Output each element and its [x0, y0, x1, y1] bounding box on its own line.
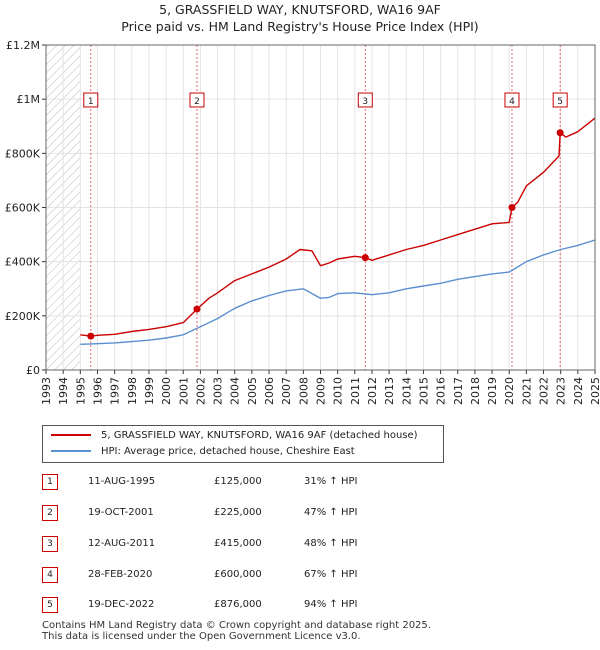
footer-copyright: Contains HM Land Registry data © Crown c…	[42, 620, 431, 631]
sale-hpi-change: 67% ↑ HPI	[304, 569, 358, 580]
x-tick-label: 1996	[91, 377, 104, 405]
legend-swatch-hpi	[51, 450, 91, 452]
x-tick-label: 2013	[383, 377, 396, 405]
sale-row: 5 19-DEC-2022 £876,000 94% ↑ HPI	[42, 597, 462, 613]
x-tick-label: 2004	[229, 377, 242, 405]
sale-marker-label: 5	[557, 97, 563, 107]
hpi-line	[80, 239, 596, 345]
sale-point	[556, 129, 564, 137]
y-tick-label: £400K	[5, 256, 41, 269]
y-tick-label: £0	[26, 364, 40, 377]
x-tick-label: 2021	[520, 377, 533, 405]
sale-point	[361, 254, 369, 262]
price-chart: 1 2 3 4 5 1993 1994 1995 1996 1997 1998 1999 2000 20…	[5, 39, 600, 405]
x-tick-label: 2016	[435, 377, 448, 405]
sale-hpi-change: 47% ↑ HPI	[304, 507, 358, 518]
plot-frame	[45, 44, 596, 371]
x-tick-label: 2007	[280, 377, 293, 405]
sale-price: £415,000	[214, 538, 262, 549]
sale-row: 2 19-OCT-2001 £225,000 47% ↑ HPI	[42, 505, 462, 521]
legend-swatch-property	[51, 434, 91, 436]
sale-date: 28-FEB-2020	[88, 569, 153, 580]
x-tick-label: 2003	[212, 377, 225, 405]
x-tick-label: 2012	[366, 377, 379, 405]
x-tick-label: 1999	[143, 377, 156, 405]
sale-date: 19-OCT-2001	[88, 507, 154, 518]
sale-date: 11-AUG-1995	[88, 476, 156, 487]
sale-marker-box	[357, 92, 373, 108]
sale-marker-label: 1	[88, 97, 94, 107]
x-tick-label: 2008	[297, 377, 310, 405]
x-tick-label: 2023	[555, 377, 568, 405]
sale-number-badge: 2	[42, 505, 58, 521]
x-tick-label: 2015	[417, 377, 430, 405]
sale-point	[508, 204, 516, 211]
sale-number-badge: 4	[42, 567, 58, 583]
chart-title: 5, GRASSFIELD WAY, KNUTSFORD, WA16 9AF	[159, 2, 441, 17]
sale-marker-box	[504, 92, 520, 108]
y-tick-label: £800K	[5, 147, 41, 160]
legend-item-hpi: HPI: Average price, detached house, Ches…	[51, 445, 355, 459]
y-tick-label: £600K	[5, 202, 41, 215]
sale-marker-label: 2	[194, 97, 200, 107]
sale-number-badge: 1	[42, 474, 58, 490]
legend-item-property: 5, GRASSFIELD WAY, KNUTSFORD, WA16 9AF (…	[51, 429, 418, 443]
sale-hpi-change: 48% ↑ HPI	[304, 538, 358, 549]
x-tick-label: 2017	[452, 377, 465, 405]
sale-date: 19-DEC-2022	[88, 599, 155, 610]
x-tick-label: 2006	[263, 377, 276, 405]
x-tick-label: 2022	[538, 377, 551, 405]
sale-date: 12-AUG-2011	[88, 538, 156, 549]
sale-marker-box	[189, 92, 205, 108]
sale-row: 3 12-AUG-2011 £415,000 48% ↑ HPI	[42, 536, 462, 552]
sale-number-badge: 5	[42, 597, 58, 613]
x-tick-label: 2018	[469, 377, 482, 405]
y-tick-label: £1.2M	[6, 39, 40, 52]
x-tick-label: 2010	[332, 377, 345, 405]
x-tick-label: 2020	[503, 377, 516, 405]
x-tick-label: 2002	[194, 377, 207, 405]
x-tick-label: 2011	[349, 377, 362, 405]
legend: 5, GRASSFIELD WAY, KNUTSFORD, WA16 9AF (…	[42, 425, 444, 463]
property-price-line	[80, 117, 596, 337]
sale-row: 4 28-FEB-2020 £600,000 67% ↑ HPI	[42, 567, 462, 583]
x-tick-label: 1997	[109, 377, 122, 405]
x-tick-label: 1998	[126, 377, 139, 405]
legend-label-hpi: HPI: Average price, detached house, Ches…	[101, 446, 355, 457]
sale-hpi-change: 94% ↑ HPI	[304, 599, 358, 610]
sale-row: 1 11-AUG-1995 £125,000 31% ↑ HPI	[42, 474, 462, 490]
x-tick-label: 1993	[40, 377, 53, 405]
sale-price: £600,000	[214, 569, 262, 580]
sale-marker-box	[83, 92, 99, 108]
x-tick-label: 2019	[486, 377, 499, 405]
x-tick-label: 2014	[400, 377, 413, 405]
y-tick-label: £200K	[5, 310, 41, 323]
sale-hpi-change: 31% ↑ HPI	[304, 476, 358, 487]
sale-point	[87, 332, 95, 340]
chart-subtitle: Price paid vs. HM Land Registry's House …	[121, 19, 479, 34]
footer-licence: This data is licensed under the Open Gov…	[42, 631, 361, 642]
sale-marker-box	[552, 92, 568, 108]
x-tick-label: 1994	[57, 377, 70, 405]
x-tick-label: 2001	[177, 377, 190, 405]
x-tick-label: 2025	[589, 377, 600, 405]
sale-price: £225,000	[214, 507, 262, 518]
legend-label-property: 5, GRASSFIELD WAY, KNUTSFORD, WA16 9AF (…	[101, 430, 418, 441]
x-tick-label: 2000	[160, 377, 173, 405]
sale-marker-label: 4	[509, 97, 515, 107]
y-tick-label: £1M	[17, 93, 41, 106]
x-tick-label: 2009	[315, 377, 328, 405]
x-tick-label: 1995	[74, 377, 87, 405]
sale-number-badge: 3	[42, 536, 58, 552]
x-tick-label: 2005	[246, 377, 259, 405]
x-tick-label: 2024	[572, 377, 585, 405]
sale-point	[193, 305, 201, 313]
sale-price: £876,000	[214, 599, 262, 610]
sale-price: £125,000	[214, 476, 262, 487]
sale-marker-label: 3	[362, 97, 368, 107]
